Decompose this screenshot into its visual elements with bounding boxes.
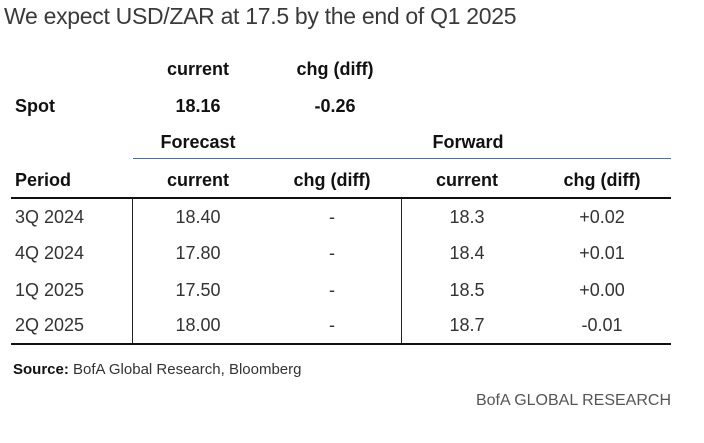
row-forward-chg: +0.02 <box>579 207 625 227</box>
spot-label: Spot <box>15 96 55 116</box>
group-header-forecast: Forecast <box>160 132 236 152</box>
column-header-forward-current: current <box>435 170 498 190</box>
row-forward-chg: +0.01 <box>579 243 625 263</box>
spot-header-current: current <box>166 59 229 79</box>
spot-chg-value: -0.26 <box>314 96 356 116</box>
header-rule <box>11 197 671 199</box>
row-forecast-chg: - <box>329 315 335 335</box>
source-text: BofA Global Research, Bloomberg <box>68 361 302 378</box>
row-forecast-chg: - <box>329 207 335 227</box>
table-bottom-rule <box>11 343 671 345</box>
row-forward-current: 18.5 <box>449 280 485 300</box>
row-period: 4Q 2024 <box>15 243 85 263</box>
row-period: 2Q 2025 <box>15 315 85 335</box>
row-forecast-current: 18.00 <box>175 315 221 335</box>
row-forward-chg: +0.00 <box>579 280 625 300</box>
row-forward-chg: -0.01 <box>581 315 623 335</box>
row-forecast-chg: - <box>329 280 335 300</box>
group-header-rule <box>133 158 671 159</box>
column-header-period: Period <box>15 170 72 190</box>
row-forward-current: 18.7 <box>449 315 485 335</box>
column-divider-period <box>132 198 133 343</box>
brand-watermark: BofA GLOBAL RESEARCH <box>475 392 671 409</box>
row-forward-current: 18.3 <box>449 207 485 227</box>
page-title: We expect USD/ZAR at 17.5 by the end of … <box>4 3 517 29</box>
row-period: 1Q 2025 <box>15 280 85 300</box>
column-header-forward-chg: chg (diff) <box>563 170 641 190</box>
column-header-forecast-current: current <box>166 170 229 190</box>
spot-header-chg: chg (diff) <box>296 59 374 79</box>
group-header-forward: Forward <box>432 132 504 152</box>
row-forecast-current: 17.80 <box>175 243 221 263</box>
spot-current-value: 18.16 <box>175 96 221 116</box>
row-period: 3Q 2024 <box>15 207 85 227</box>
row-forecast-current: 17.50 <box>175 280 221 300</box>
source-label: Source: <box>13 361 69 378</box>
row-forecast-chg: - <box>329 243 335 263</box>
row-forward-current: 18.4 <box>449 243 485 263</box>
row-forecast-current: 18.40 <box>175 207 221 227</box>
column-divider-forward <box>401 198 402 343</box>
column-header-forecast-chg: chg (diff) <box>293 170 371 190</box>
source-note: Source: BofA Global Research, Bloomberg <box>13 361 301 378</box>
